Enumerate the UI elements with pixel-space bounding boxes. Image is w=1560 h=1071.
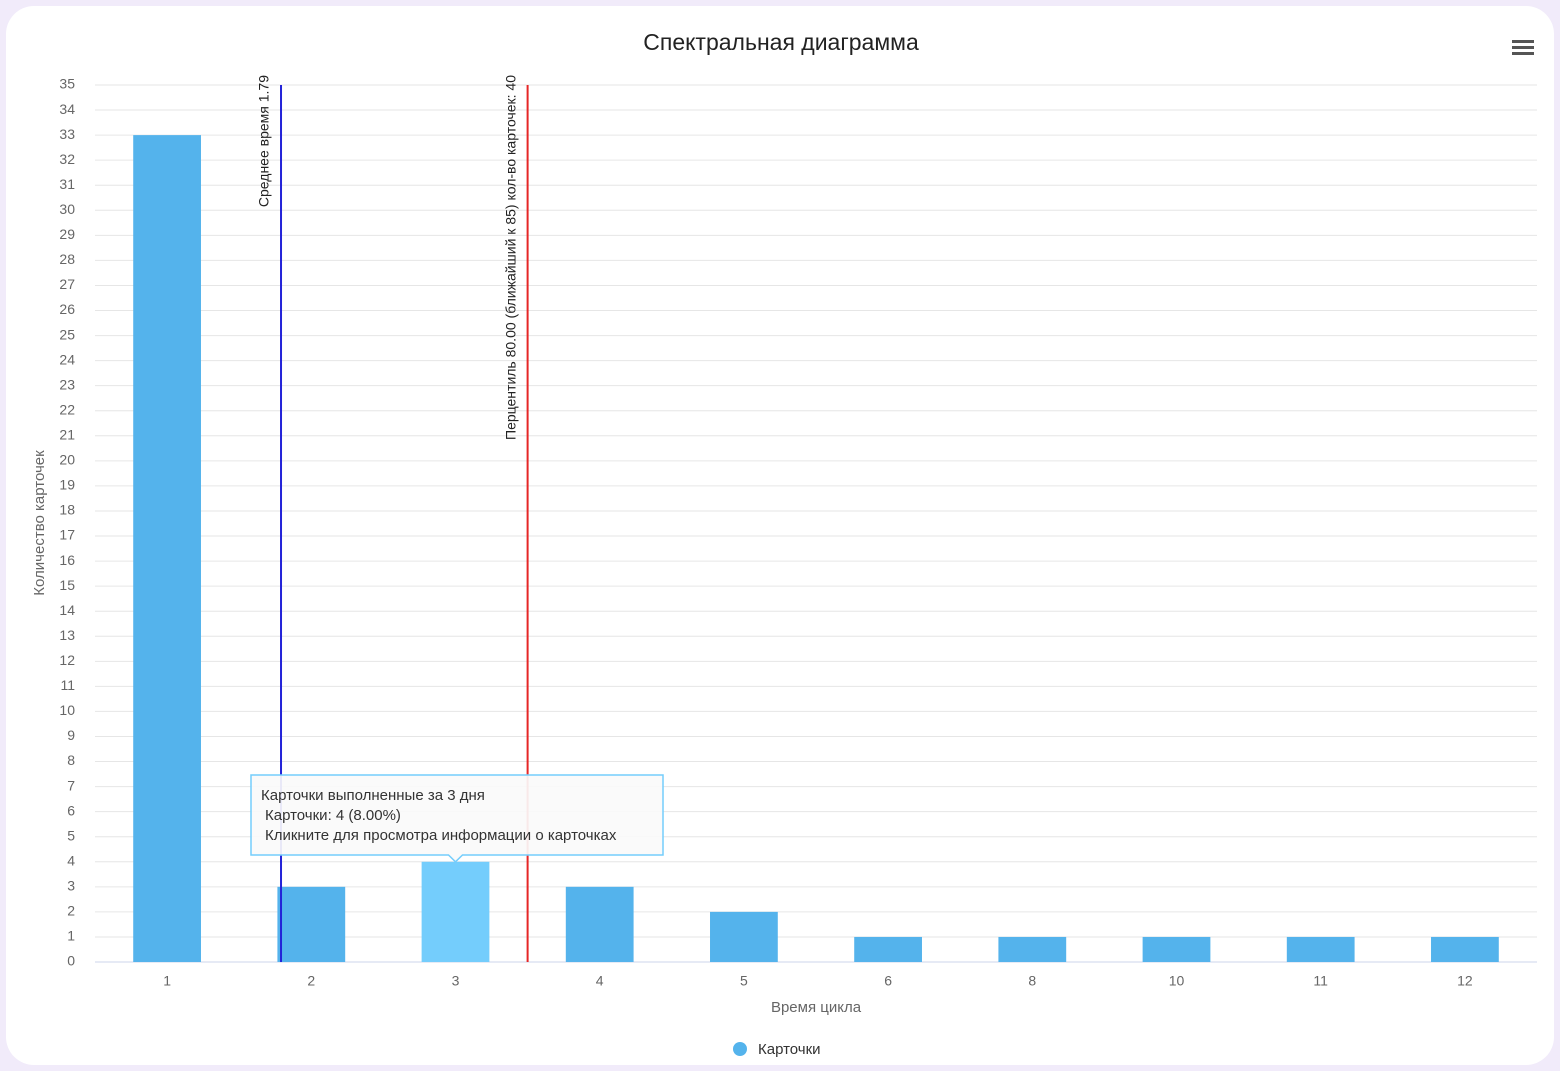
x-tick-label: 8	[1028, 973, 1036, 989]
y-tick-label: 9	[67, 727, 75, 743]
menu-bar[interactable]	[1512, 46, 1534, 49]
x-tick-label: 1	[163, 973, 171, 989]
y-tick-label: 34	[59, 101, 75, 117]
y-tick-label: 1	[67, 928, 75, 944]
y-tick-label: 8	[67, 752, 75, 768]
x-tick-label: 4	[596, 973, 604, 989]
y-tick-label: 23	[59, 376, 75, 392]
x-tick-label: 5	[740, 973, 748, 989]
y-axis-title: Количество карточек	[31, 450, 48, 596]
y-tick-label: 14	[59, 602, 75, 618]
y-tick-label: 0	[67, 953, 75, 969]
y-tick-label: 30	[59, 201, 75, 217]
bar[interactable]	[1142, 936, 1211, 962]
y-tick-label: 6	[67, 802, 75, 818]
legend-marker[interactable]	[733, 1042, 747, 1056]
y-tick-label: 11	[60, 677, 75, 693]
y-tick-label: 16	[59, 552, 75, 568]
y-tick-label: 2	[67, 903, 75, 919]
tooltip-line: Кликните для просмотра информации о карт…	[265, 827, 617, 844]
y-tick-label: 32	[59, 151, 75, 167]
y-tick-label: 13	[59, 627, 75, 643]
y-tick-label: 31	[59, 176, 75, 192]
y-tick-label: 5	[67, 827, 75, 843]
y-tick-label: 26	[59, 301, 75, 317]
legend-label[interactable]: Карточки	[758, 1041, 821, 1058]
bar[interactable]	[421, 861, 490, 962]
menu-bar[interactable]	[1512, 40, 1534, 43]
y-tick-label: 4	[67, 852, 75, 868]
plot-line-label: Среднее время 1.79	[256, 75, 272, 207]
bar[interactable]	[133, 135, 201, 963]
y-tick-label: 20	[59, 452, 75, 468]
x-tick-label: 10	[1169, 973, 1185, 989]
y-tick-label: 27	[59, 276, 75, 292]
tooltip-line: Карточки выполненные за 3 дня	[261, 787, 485, 804]
bar[interactable]	[1286, 936, 1355, 962]
bar[interactable]	[565, 886, 634, 962]
bar[interactable]	[998, 936, 1067, 962]
y-tick-label: 17	[59, 527, 75, 543]
x-tick-label: 2	[307, 973, 315, 989]
x-axis-title: Время цикла	[771, 999, 862, 1016]
y-tick-label: 33	[59, 126, 75, 142]
bar[interactable]	[277, 886, 346, 962]
y-tick-label: 21	[59, 427, 75, 443]
y-tick-label: 12	[59, 652, 75, 668]
x-tick-label: 6	[884, 973, 892, 989]
x-tick-label: 12	[1457, 973, 1473, 989]
menu-bar[interactable]	[1512, 52, 1534, 55]
bar[interactable]	[1431, 936, 1499, 962]
y-tick-label: 7	[67, 777, 75, 793]
card	[6, 6, 1554, 1065]
chart-title: Спектральная диаграмма	[643, 29, 919, 55]
y-tick-label: 35	[59, 76, 75, 92]
tooltip-line: Карточки: 4 (8.00%)	[265, 807, 401, 824]
y-tick-label: 3	[67, 878, 75, 894]
x-tick-label: 11	[1313, 973, 1328, 989]
y-tick-label: 22	[59, 401, 75, 417]
y-tick-label: 10	[59, 702, 75, 718]
y-tick-label: 19	[59, 477, 75, 493]
y-tick-label: 18	[59, 502, 75, 518]
tooltip-box	[250, 774, 664, 863]
y-tick-label: 28	[59, 251, 75, 267]
y-tick-label: 25	[59, 326, 75, 342]
y-tick-label: 24	[59, 351, 75, 367]
bar[interactable]	[710, 911, 778, 962]
x-tick-label: 3	[452, 973, 460, 989]
y-tick-label: 29	[59, 226, 75, 242]
y-tick-label: 15	[59, 577, 75, 593]
bar[interactable]	[854, 936, 922, 962]
menu-button[interactable]	[1512, 40, 1534, 55]
plot-line-label: Перцентиль 80.00 (ближайший к 85) кол-во…	[502, 75, 518, 440]
